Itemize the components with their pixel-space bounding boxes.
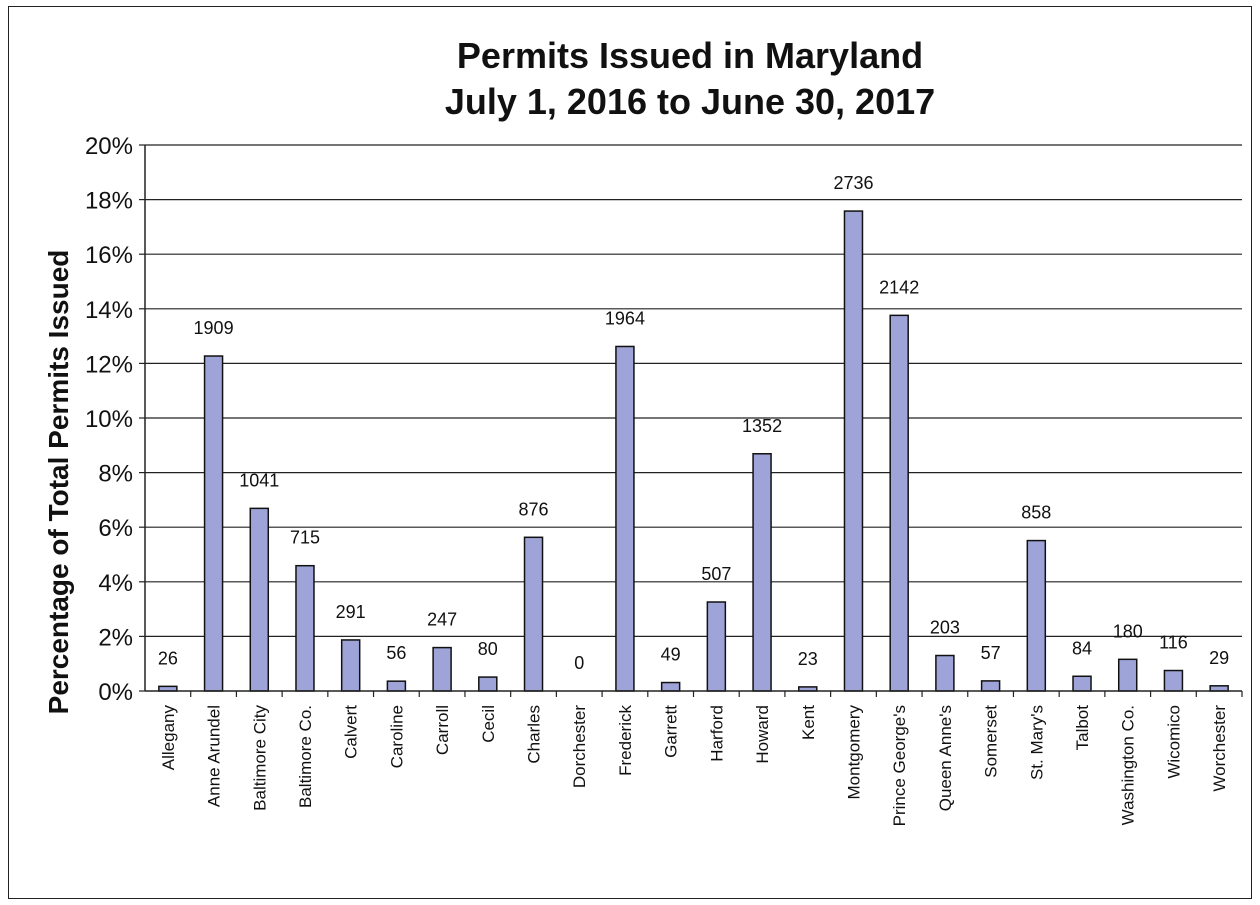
x-tick-label: Calvert	[342, 705, 361, 759]
data-label: 56	[386, 643, 406, 663]
x-tick-label: St. Mary's	[1027, 705, 1046, 780]
x-tick-label: Prince George's	[890, 705, 909, 826]
x-tick-label: Caroline	[387, 705, 406, 768]
bar	[1163, 669, 1184, 692]
x-tick-label: Baltimore City	[250, 705, 269, 811]
bar	[843, 210, 864, 692]
data-label: 84	[1072, 638, 1092, 658]
data-label: 1352	[742, 416, 782, 436]
y-tick-label: 4%	[98, 570, 133, 597]
y-tick-label: 14%	[85, 297, 133, 324]
data-label: 715	[290, 528, 320, 548]
y-tick-label: 12%	[85, 351, 133, 378]
data-label: 1964	[605, 308, 645, 328]
x-tick-label: Dorchester	[570, 705, 589, 788]
data-label: 2142	[879, 277, 919, 297]
data-label: 49	[661, 645, 681, 665]
y-tick-label: 8%	[98, 461, 133, 488]
x-tick-label: Talbot	[1073, 705, 1092, 751]
data-label: 26	[158, 648, 178, 668]
bar	[203, 355, 224, 692]
bar	[386, 680, 407, 692]
bar	[1209, 685, 1229, 692]
y-axis-label: Percentage of Total Permits Issued	[43, 250, 74, 715]
data-label: 180	[1113, 621, 1143, 641]
data-label: 57	[981, 643, 1001, 663]
y-tick-label: 0%	[98, 679, 133, 706]
bar	[249, 507, 270, 692]
x-tick-label: Carroll	[433, 705, 452, 755]
y-tick-label: 6%	[98, 515, 133, 542]
bar	[1117, 658, 1138, 692]
x-tick-label: Washington Co.	[1119, 705, 1138, 825]
bar	[935, 654, 955, 692]
bar	[615, 345, 635, 692]
x-tick-label: Montgomery	[844, 705, 863, 800]
x-tick-label: Frederick	[616, 705, 635, 776]
y-tick-label: 10%	[85, 406, 133, 433]
data-label: 507	[701, 564, 731, 584]
bar	[432, 646, 452, 692]
data-label: 203	[930, 618, 960, 638]
data-label: 116	[1159, 633, 1188, 653]
bar	[340, 639, 361, 692]
bar	[660, 681, 681, 692]
chart-title: Permits Issued in Maryland	[457, 35, 923, 76]
chart-subtitle: July 1, 2016 to June 30, 2017	[445, 81, 935, 122]
data-label: 876	[518, 499, 548, 519]
y-tick-label: 18%	[85, 188, 133, 215]
bar	[1026, 539, 1047, 692]
data-label: 29	[1209, 648, 1229, 668]
data-label: 23	[798, 649, 818, 669]
y-tick-label: 16%	[85, 242, 133, 269]
axes: 0% 2% 4% 6% 8% 10% 12% 14% 16% 18% 20% Allegany Anne…	[85, 133, 1243, 826]
x-tick-label: Garrett	[662, 705, 681, 758]
x-tick-label: Howard	[753, 705, 772, 764]
bar	[752, 453, 772, 692]
bar	[523, 536, 544, 692]
bar	[889, 314, 909, 692]
data-label: 291	[336, 602, 366, 622]
bar	[295, 564, 315, 692]
x-tick-label: Cecil	[479, 705, 498, 743]
x-tick-label: Wicomico	[1164, 705, 1183, 779]
x-tick-label: Kent	[799, 705, 818, 740]
bar	[478, 676, 498, 692]
bar	[980, 680, 1001, 692]
bars: 26 1909 1041 715 291 56 247 80 876 0 1964 49 507 1352…	[158, 173, 1229, 692]
bar	[706, 601, 727, 692]
x-tick-label: Anne Arundel	[205, 705, 224, 807]
data-label: 2736	[833, 173, 873, 193]
data-label: 858	[1021, 503, 1051, 523]
y-tick-label: 2%	[98, 624, 133, 651]
data-label: 0	[574, 653, 584, 673]
x-tick-label: Worchester	[1210, 705, 1229, 792]
data-label: 1909	[194, 318, 234, 338]
x-tick-label: Harford	[707, 705, 726, 762]
data-label: 80	[478, 639, 498, 659]
bar	[1072, 675, 1092, 692]
data-label: 247	[427, 610, 457, 630]
chart-frame	[8, 6, 1252, 899]
gridlines	[145, 144, 1242, 638]
x-tick-label: Queen Anne's	[936, 705, 955, 811]
x-tick-label: Baltimore Co.	[296, 705, 315, 808]
x-tick-label: Charles	[525, 705, 544, 764]
y-tick-label: 20%	[85, 133, 133, 160]
data-label: 1041	[239, 470, 279, 490]
x-tick-label: Somerset	[982, 705, 1001, 778]
x-tick-label: Allegany	[159, 705, 178, 771]
